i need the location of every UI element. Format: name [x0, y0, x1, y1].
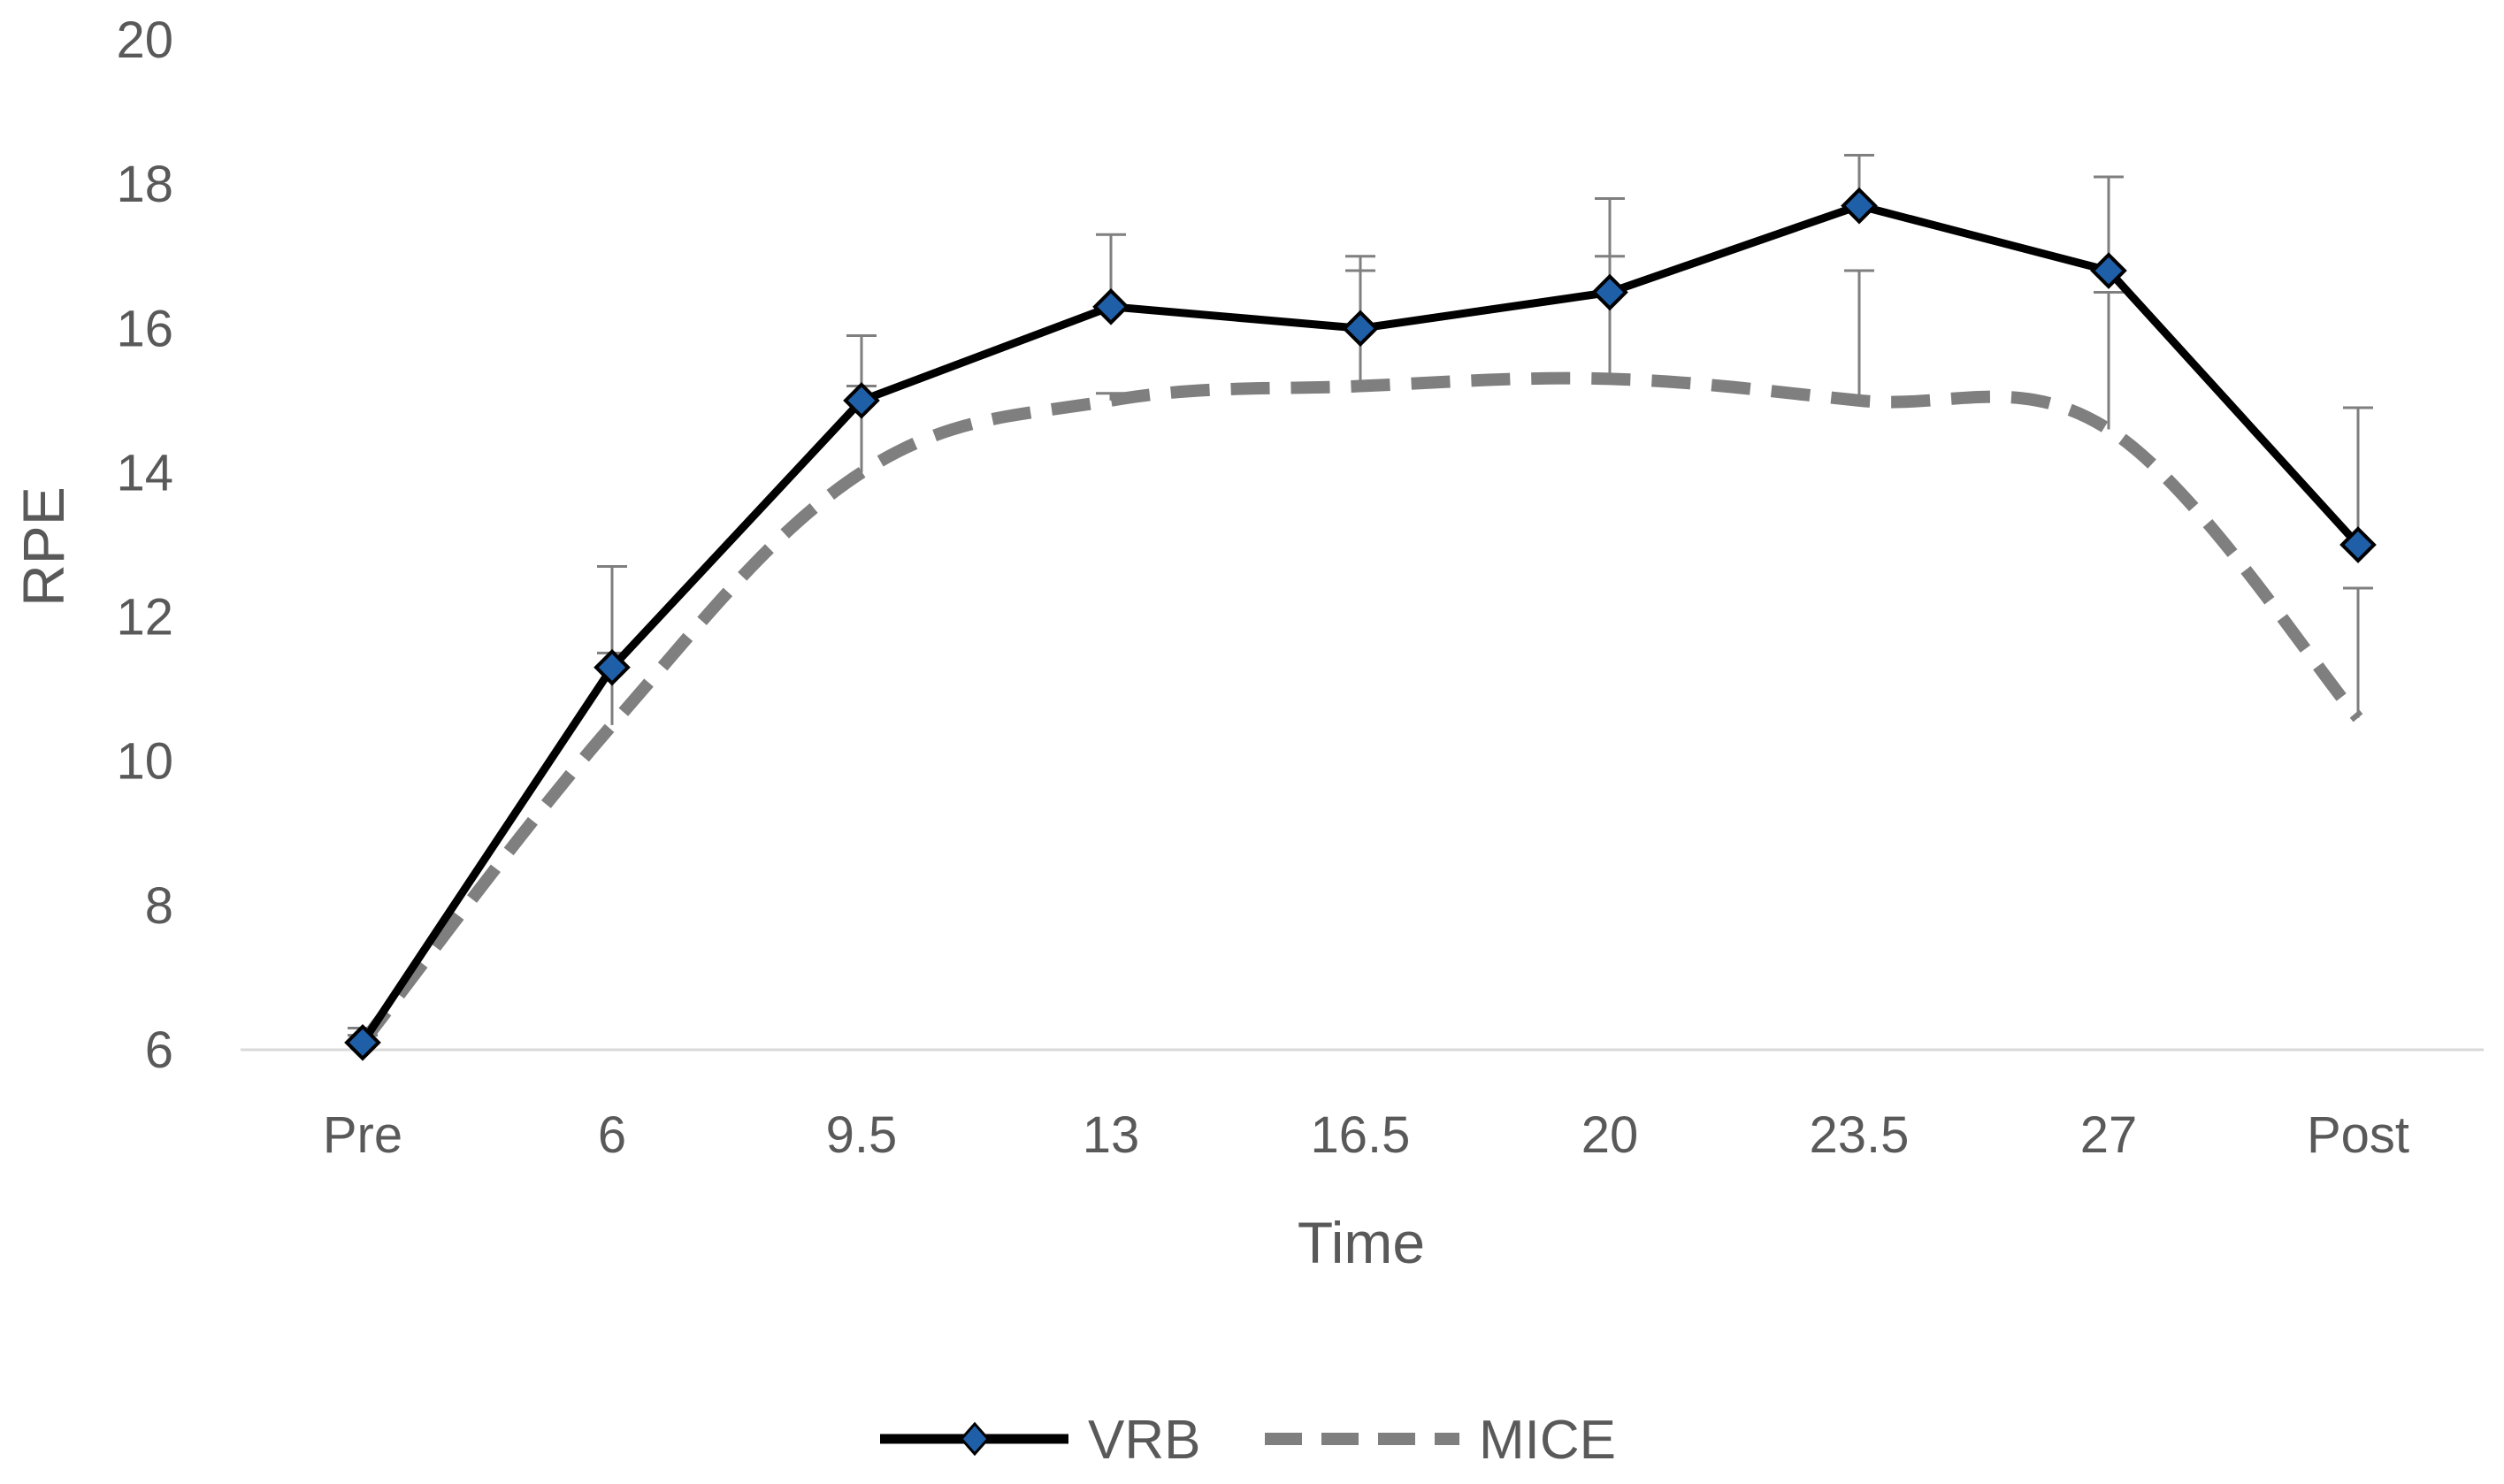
vrb-marker-7 — [2090, 252, 2127, 289]
y-tick-label-18: 18 — [116, 156, 173, 213]
legend-item-vrb: VRB — [880, 1410, 1200, 1471]
y-tick-label-6: 6 — [145, 1021, 173, 1079]
y-axis-title: RPE — [11, 486, 76, 607]
x-tick-label-6: 6 — [598, 1106, 626, 1164]
legend-mice-label: MICE — [1479, 1410, 1616, 1471]
x-tick-label-20: 20 — [1581, 1106, 1639, 1164]
vrb-error-bars — [348, 154, 2373, 1043]
x-tick-label-27: 27 — [2080, 1106, 2138, 1164]
y-tick-label-12: 12 — [116, 589, 173, 646]
legend-item-mice: MICE — [1265, 1410, 1616, 1471]
mice-error-bars — [348, 255, 2373, 1043]
vrb-marker-1 — [593, 648, 631, 686]
vrb-marker-8 — [2339, 526, 2377, 563]
vrb-markers — [344, 187, 2377, 1061]
y-tick-label-8: 8 — [145, 877, 173, 935]
vrb-marker-6 — [1841, 187, 1878, 225]
x-tick-label-23-5: 23.5 — [1810, 1106, 1910, 1164]
mice-series-line — [357, 371, 2363, 1047]
legend-vrb-label: VRB — [1088, 1410, 1200, 1471]
x-axis-title: Time — [1298, 1210, 1425, 1275]
x-tick-label-pre: Pre — [323, 1106, 402, 1164]
vrb-marker-3 — [1092, 287, 1129, 325]
legend-vrb-marker — [959, 1421, 991, 1457]
vrb-marker-4 — [1342, 310, 1379, 348]
vrb-marker-2 — [843, 382, 880, 419]
x-tick-label-13: 13 — [1083, 1106, 1140, 1164]
y-tick-label-16: 16 — [116, 300, 173, 357]
vrb-marker-0 — [344, 1024, 381, 1061]
y-axis: 6 8 10 12 14 16 18 20 — [116, 11, 173, 1079]
x-tick-label-16-5: 16.5 — [1311, 1106, 1411, 1164]
x-tick-label-9-5: 9.5 — [826, 1106, 898, 1164]
vrb-marker-5 — [1591, 273, 1628, 311]
y-tick-label-20: 20 — [116, 11, 173, 69]
legend: VRB MICE — [880, 1410, 1616, 1471]
x-tick-label-post: Post — [2307, 1106, 2409, 1164]
y-tick-label-14: 14 — [116, 444, 173, 501]
x-axis: Pre 6 9.5 13 16.5 20 23.5 27 Post — [323, 1106, 2409, 1164]
y-tick-label-10: 10 — [116, 733, 173, 791]
